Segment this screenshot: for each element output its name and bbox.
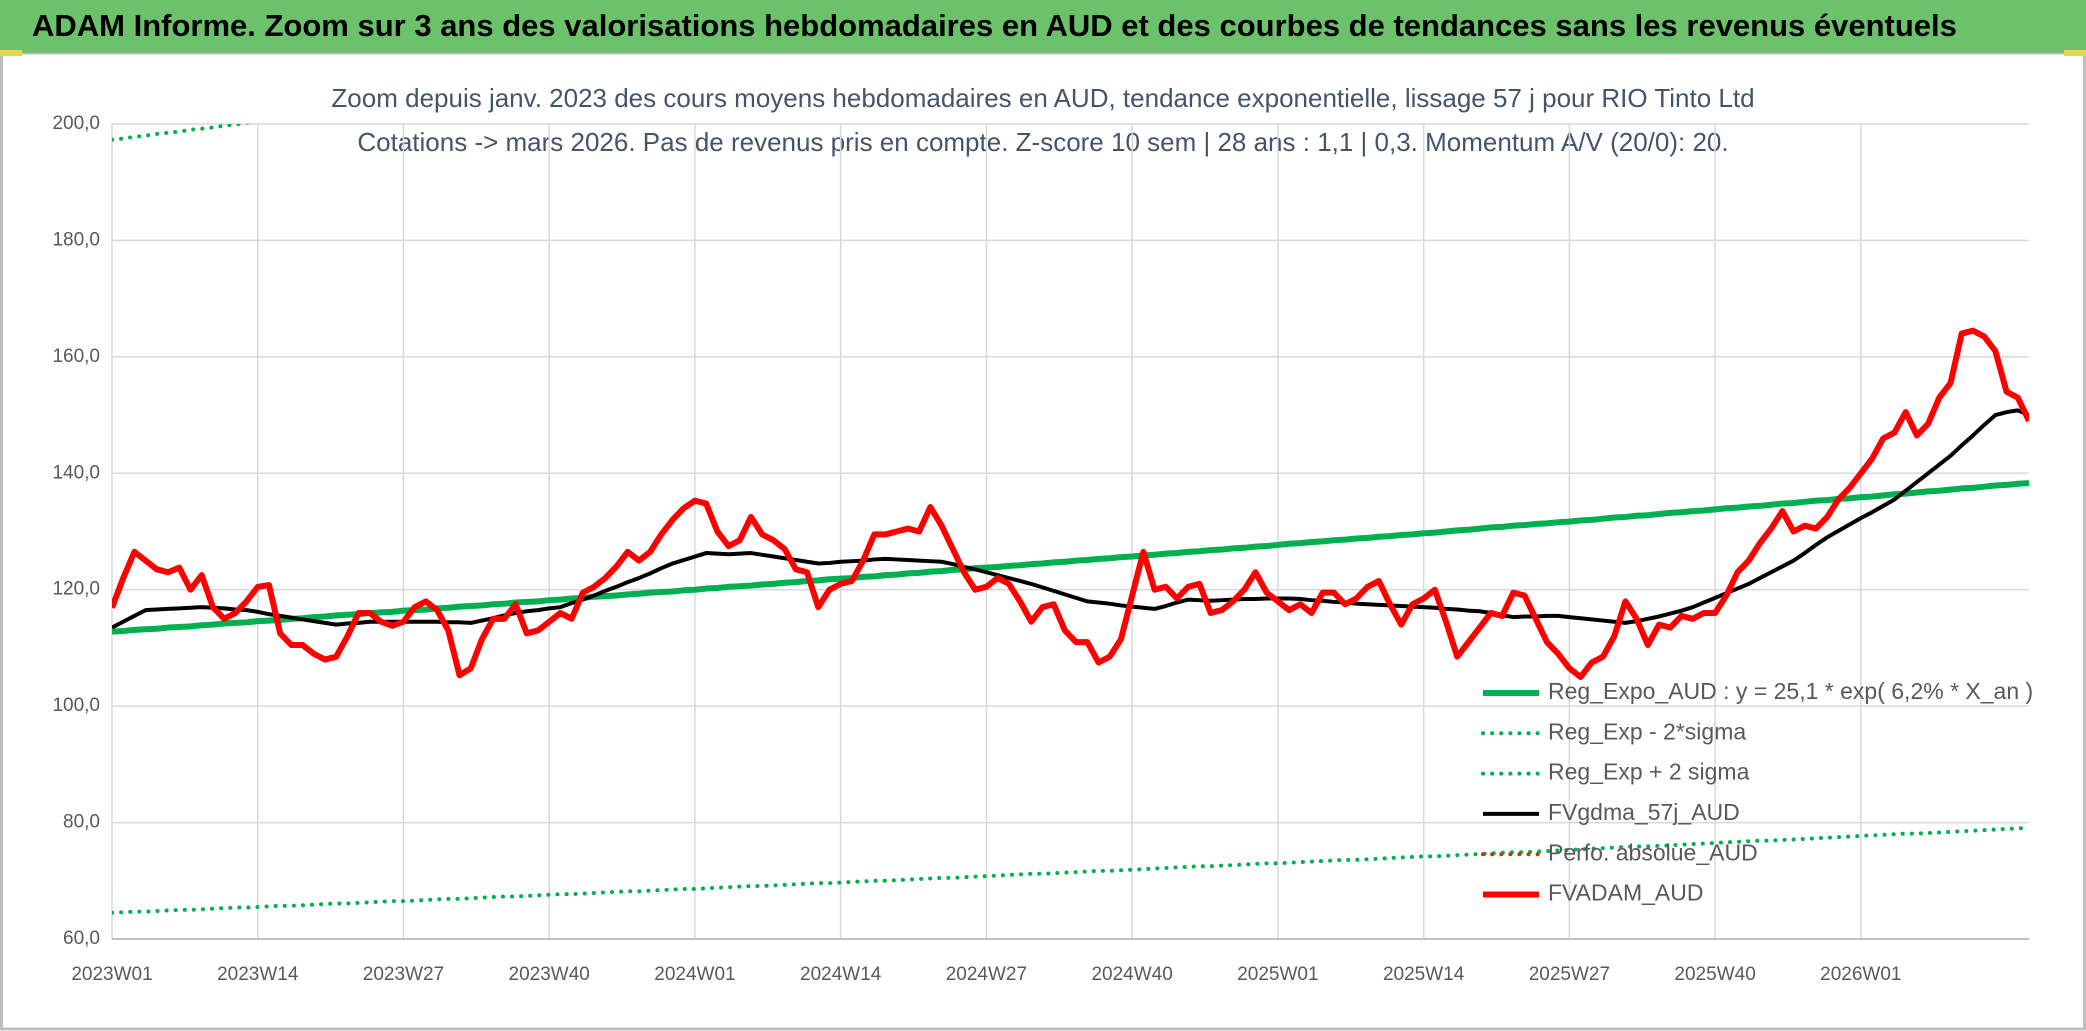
x-tick-label: 2025W40 — [1674, 964, 1755, 985]
x-tick-label: 2024W27 — [946, 964, 1027, 985]
y-tick-label: 200,0 — [52, 113, 100, 134]
x-tick-label: 2024W01 — [654, 964, 735, 985]
x-tick-label: 2025W14 — [1383, 964, 1465, 985]
header-corner — [2064, 50, 2086, 56]
chart-subtitle: Cotations -> mars 2026. Pas de revenus p… — [357, 127, 1728, 157]
chart-title: Zoom depuis janv. 2023 des cours moyens … — [331, 83, 1754, 113]
x-tick-label: 2025W27 — [1529, 964, 1610, 985]
plot-area — [112, 124, 2029, 915]
header-bar — [0, 0, 2086, 53]
legend-label: FVgdma_57j_AUD — [1548, 799, 1740, 825]
y-tick-label: 160,0 — [52, 346, 100, 367]
y-tick-label: 100,0 — [52, 695, 100, 716]
series-line — [112, 327, 2029, 681]
y-tick-label: 180,0 — [52, 229, 100, 250]
y-tick-label: 140,0 — [52, 462, 100, 483]
x-tick-label: 2024W14 — [800, 964, 882, 985]
x-tick-label: 2023W40 — [509, 964, 590, 985]
y-tick-label: 80,0 — [63, 812, 100, 833]
legend-label: Reg_Exp - 2*sigma — [1548, 718, 1746, 744]
y-tick-label: 60,0 — [63, 928, 100, 949]
x-tick-label: 2023W27 — [363, 964, 444, 985]
series-line — [112, 408, 2029, 630]
header-title: ADAM Informe. Zoom sur 3 ans des valoris… — [32, 8, 1957, 43]
legend-label: FVADAM_AUD — [1548, 880, 1704, 906]
header-corner — [0, 50, 22, 56]
x-tick-label: 2026W01 — [1820, 964, 1901, 985]
x-tick-label: 2023W01 — [71, 964, 152, 985]
legend-label: Perfo. absolue_AUD — [1548, 839, 1758, 865]
y-tick-label: 120,0 — [52, 579, 100, 600]
x-tick-label: 2023W14 — [217, 964, 299, 985]
legend-label: Reg_Expo_AUD : y = 25,1 * exp( 6,2% * X_… — [1548, 678, 2033, 704]
legend-label: Reg_Exp + 2 sigma — [1548, 759, 1750, 785]
series-line — [112, 825, 2029, 915]
x-tick-label: 2025W01 — [1237, 964, 1318, 985]
x-tick-label: 2024W40 — [1091, 964, 1172, 985]
